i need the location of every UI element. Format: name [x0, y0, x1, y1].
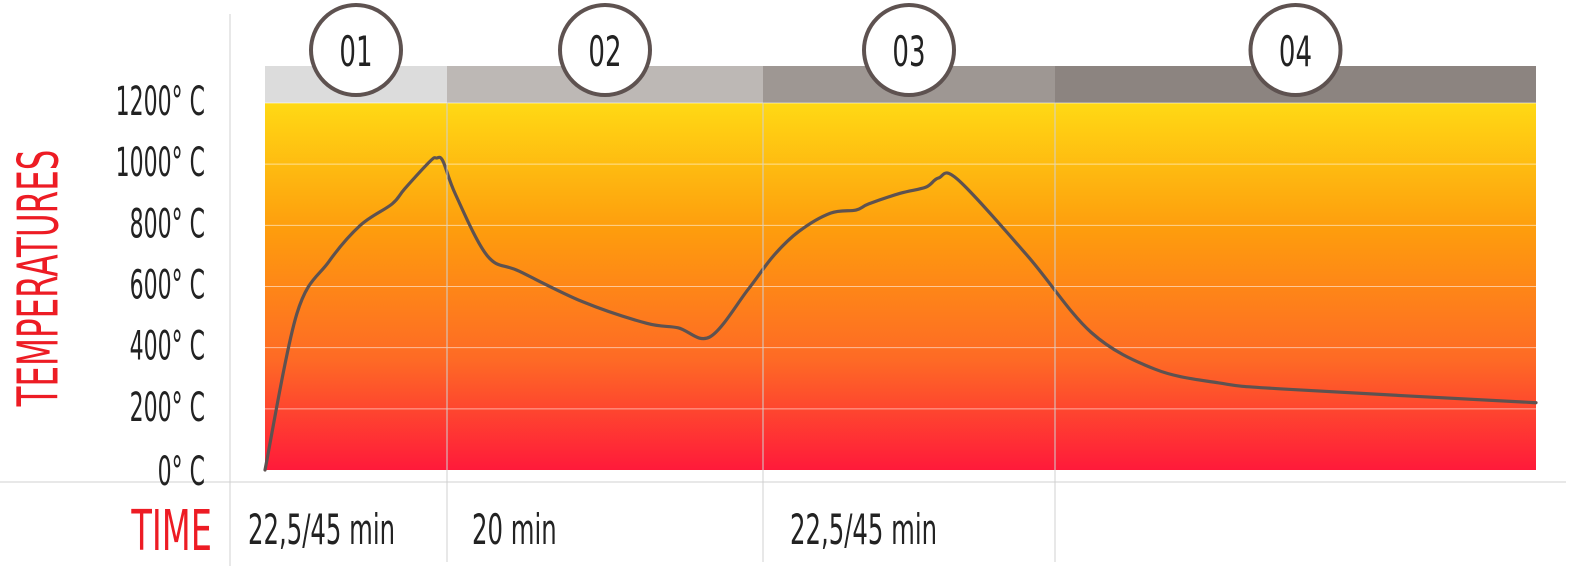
phase-duration-label: 22,5/45 min — [248, 506, 395, 555]
phase-duration-label: 22,5/45 min — [790, 506, 937, 555]
phase-label: 03 — [892, 29, 925, 77]
x-axis-title: TIME — [131, 498, 212, 563]
y-tick-label: 1000° C — [116, 139, 205, 186]
y-tick-label: 1200° C — [116, 78, 205, 125]
phase-circle-02 — [558, 3, 652, 97]
y-tick-label: 0° C — [158, 448, 205, 495]
phase-label: 01 — [339, 29, 372, 77]
temperature-curve — [263, 155, 1538, 472]
phase-duration-label: 20 min — [472, 506, 557, 555]
phase-circle-01 — [309, 3, 403, 97]
phase-circle-03 — [862, 3, 956, 97]
phase-circle-04 — [1248, 3, 1343, 97]
phase-label: 04 — [1279, 29, 1312, 77]
y-tick-label: 600° C — [130, 261, 205, 308]
y-tick-label: 400° C — [130, 322, 205, 369]
y-tick-label: 800° C — [130, 200, 205, 247]
y-axis-title: TEMPERATURES — [6, 150, 71, 407]
phase-label: 02 — [588, 29, 621, 77]
y-tick-label: 200° C — [130, 384, 205, 431]
